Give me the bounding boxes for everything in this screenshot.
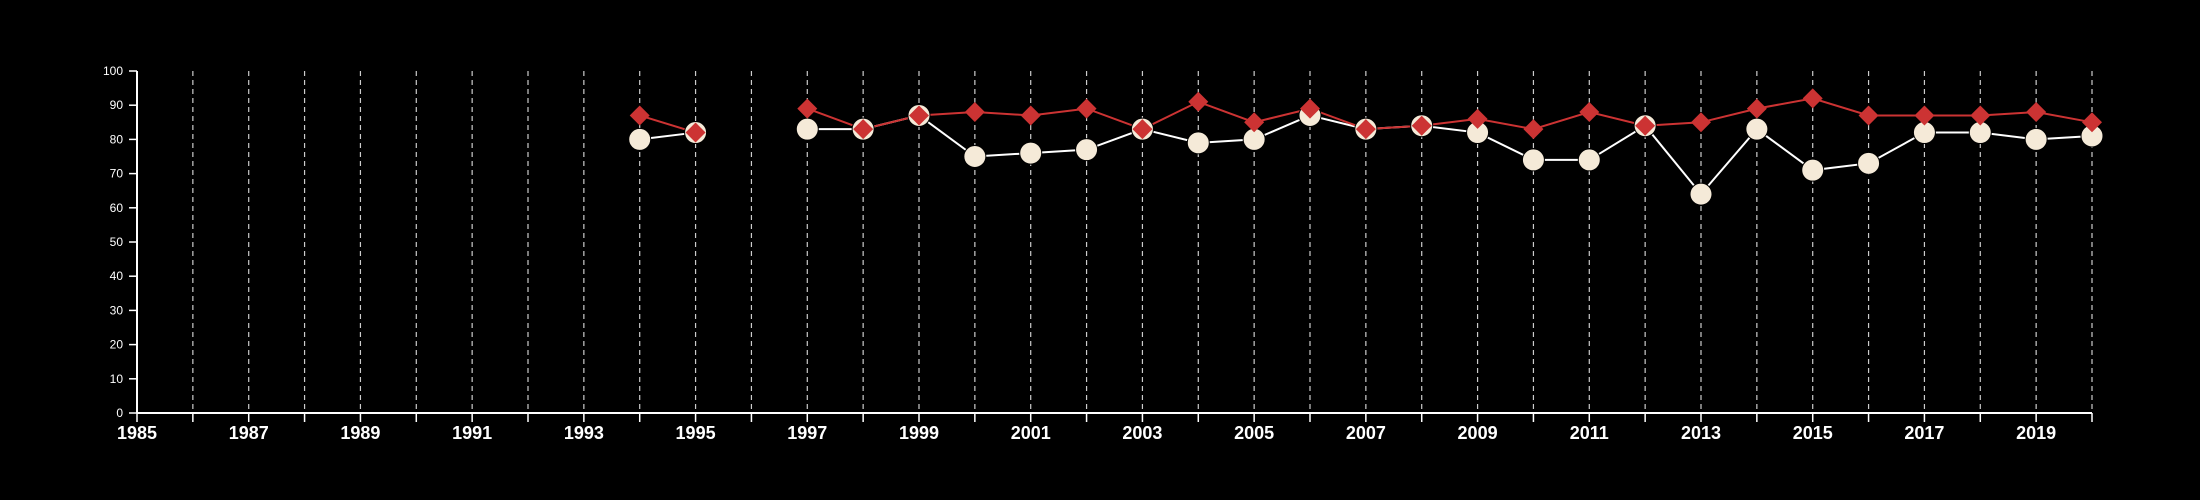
data-point [685, 122, 706, 143]
data-point [1075, 138, 1099, 162]
data-point [2024, 127, 2048, 151]
x-tick-label: 2011 [1570, 423, 1609, 443]
data-point [963, 145, 987, 168]
data-point [1076, 98, 1097, 119]
data-point [1801, 158, 1825, 182]
data-point [1579, 102, 1600, 123]
x-tick-label: 2003 [1122, 423, 1162, 443]
data-point [1746, 98, 1767, 119]
data-point [1188, 91, 1209, 112]
data-point [1300, 98, 1320, 119]
data-point [1745, 117, 1769, 141]
data-point [1411, 115, 1432, 136]
data-point [797, 98, 818, 119]
data-point [1689, 182, 1713, 206]
data-point [2026, 102, 2047, 123]
axes: 0 10 20 30 40 50 60 70 80 90 100 1985 1987 1989 1991 19… [103, 64, 2093, 443]
data-point [1019, 141, 1043, 165]
x-tick-label: 1993 [564, 423, 604, 443]
series-a-line [807, 114, 2093, 196]
y-tick-label: 20 [110, 338, 124, 352]
x-tick-label: 2009 [1458, 423, 1498, 443]
y-tick-label: 30 [110, 303, 124, 317]
y-tick-label: 50 [110, 235, 124, 249]
data-point [1186, 131, 1210, 155]
data-point [1577, 148, 1601, 172]
series-b-line [806, 97, 2093, 131]
series-a-markers [628, 103, 2104, 206]
data-point [1355, 119, 1376, 140]
data-point [1691, 112, 1711, 133]
data-point [1467, 108, 1488, 129]
y-tick-label: 60 [110, 201, 124, 215]
data-point [795, 117, 819, 141]
data-point [1521, 148, 1545, 172]
series-b-markers [629, 88, 2102, 143]
data-point [2082, 112, 2102, 133]
data-point [1020, 105, 1041, 126]
x-tick-label: 1991 [452, 423, 492, 443]
data-point [628, 127, 652, 151]
data-point [1523, 119, 1544, 140]
x-tick-label: 1989 [340, 423, 380, 443]
y-tick-label: 70 [110, 167, 124, 181]
data-point [1858, 105, 1879, 126]
x-tick-label: 1995 [676, 423, 716, 443]
data-point [1914, 105, 1935, 126]
series-group [628, 88, 2104, 206]
x-tick-label: 2017 [1904, 423, 1944, 443]
x-tick-label: 2019 [2016, 423, 2056, 443]
data-point [1244, 112, 1265, 133]
data-point [1970, 105, 1991, 126]
x-tick-label: 2015 [1793, 423, 1833, 443]
data-point [1802, 88, 1823, 109]
y-tick-label: 100 [103, 64, 123, 78]
y-tick-label: 0 [116, 406, 123, 420]
data-point [1857, 151, 1881, 175]
x-tick-label: 2001 [1011, 423, 1051, 443]
data-point [1132, 119, 1153, 140]
data-point [1635, 115, 1656, 136]
data-point [964, 102, 985, 123]
x-tick-label: 1987 [229, 423, 269, 443]
y-tick-label: 40 [110, 269, 124, 283]
data-point [909, 105, 929, 126]
x-tick-label: 1985 [117, 423, 157, 443]
y-tick-label: 90 [110, 98, 124, 112]
x-tick-label: 2013 [1681, 423, 1721, 443]
x-tick-label: 1997 [787, 423, 827, 443]
data-point [629, 105, 650, 126]
y-tick-label: 10 [110, 372, 124, 386]
data-point [853, 119, 874, 140]
x-tick-label: 2007 [1346, 423, 1386, 443]
y-tick-label: 80 [110, 132, 124, 146]
x-tick-label: 2005 [1234, 423, 1274, 443]
x-tick-label: 1999 [899, 423, 939, 443]
